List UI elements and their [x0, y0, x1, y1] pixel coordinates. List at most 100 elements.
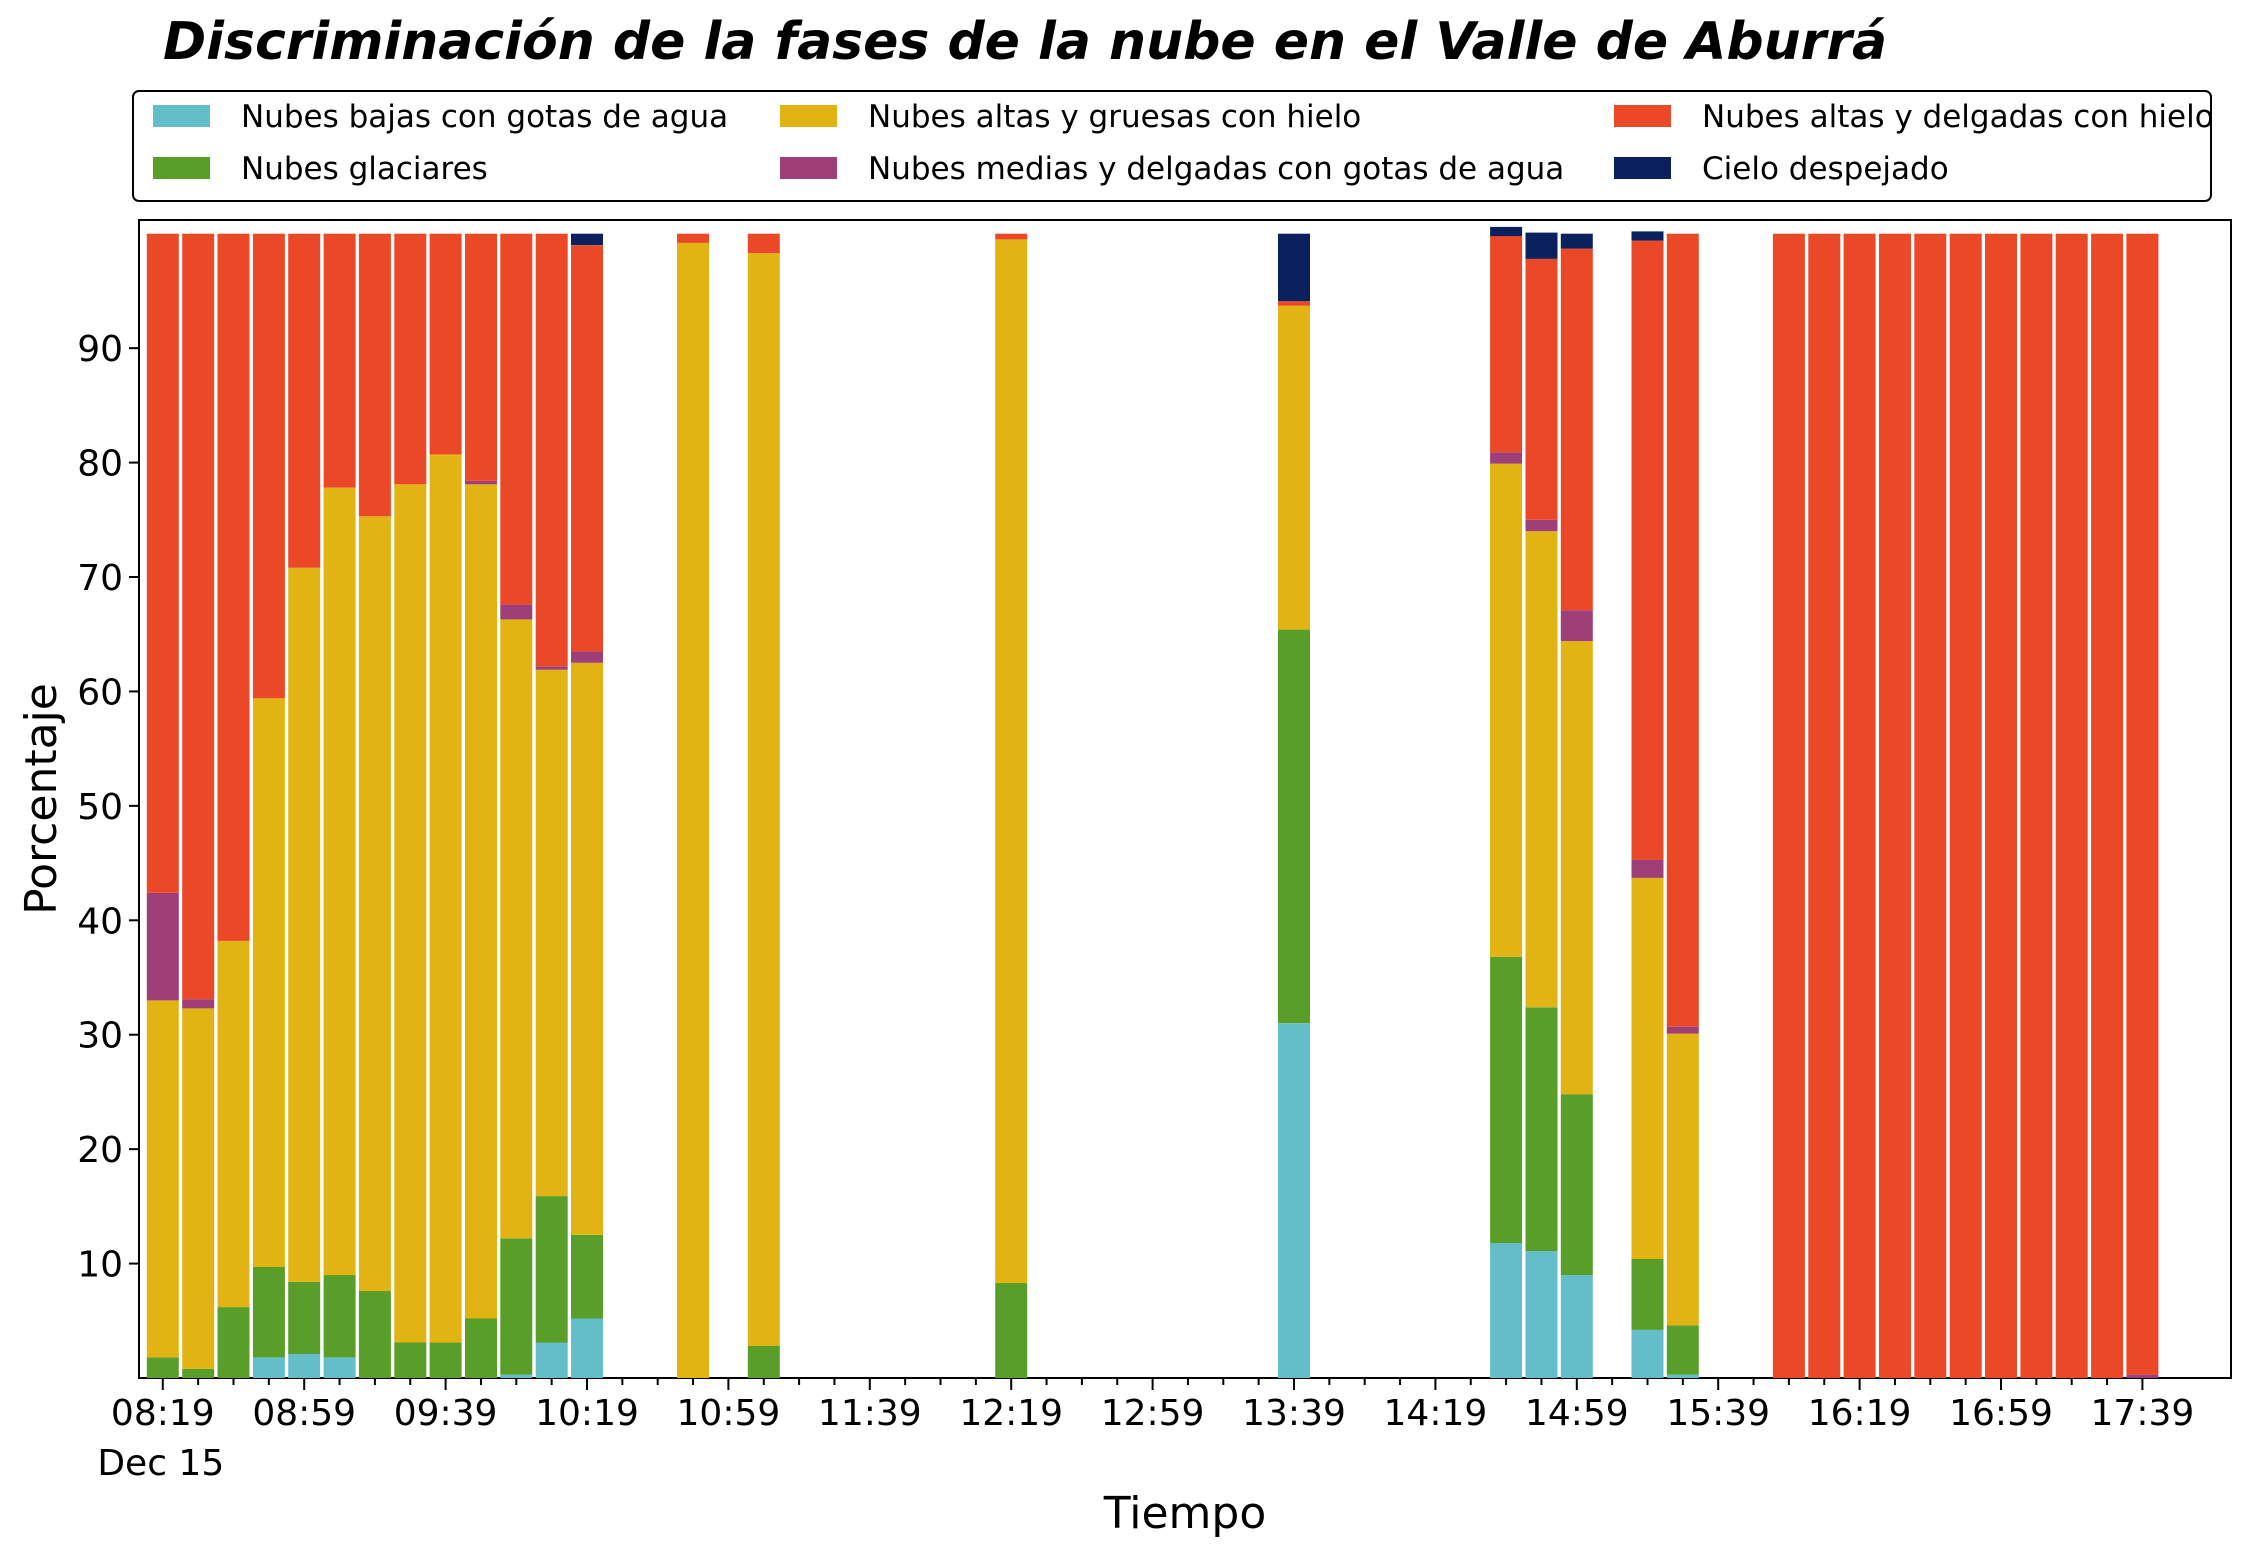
- bar-segment: [1914, 233, 1947, 1379]
- bar-segment: [2126, 233, 2159, 1375]
- bar-segment: [2020, 233, 2053, 1379]
- bar-segment: [2091, 233, 2124, 1379]
- bar-segment: [252, 1357, 285, 1378]
- bar-segment: [500, 1374, 533, 1378]
- x-tick-label: 12:19: [959, 1393, 1063, 1434]
- bar-segment: [182, 999, 215, 1009]
- x-tick-label: 08:59: [252, 1393, 356, 1434]
- bar-segment: [323, 233, 356, 488]
- bar-segment: [1631, 878, 1664, 1259]
- bar-segment: [358, 1291, 391, 1378]
- legend-swatch: [780, 157, 837, 179]
- bar-segment: [1490, 956, 1523, 1243]
- bar-segment: [1666, 1033, 1699, 1326]
- legend-label: Nubes altas y delgadas con hielo: [1702, 99, 2214, 135]
- bar-segment: [1490, 236, 1523, 453]
- bar-segment: [288, 233, 321, 568]
- legend-label: Cielo despejado: [1702, 151, 1949, 187]
- bar-segment: [995, 233, 1028, 240]
- bar-segment: [1631, 859, 1664, 878]
- bar-segment: [465, 233, 497, 481]
- x-tick-label: 10:59: [677, 1393, 781, 1434]
- bar-segment: [1525, 1251, 1558, 1378]
- bar-segment: [1808, 233, 1841, 1379]
- bar-segment: [2126, 1374, 2159, 1378]
- bar-segment: [571, 1318, 603, 1378]
- bar-segment: [1843, 233, 1876, 1379]
- bar-segment: [146, 233, 179, 893]
- bar-segment: [1560, 641, 1593, 1095]
- legend-label: Nubes glaciares: [241, 151, 488, 187]
- bar-segment: [535, 669, 568, 1197]
- chart-title: Discriminación de la fases de la nube en…: [163, 12, 1887, 72]
- x-tick-label: 14:59: [1525, 1393, 1629, 1434]
- bar-segment: [429, 233, 462, 455]
- bar-segment: [747, 233, 780, 254]
- bar-segment: [747, 253, 780, 1347]
- bar-segment: [288, 1281, 321, 1354]
- y-tick-label: 60: [77, 672, 123, 713]
- bar-segment: [358, 233, 391, 517]
- bar-segment: [1490, 452, 1523, 464]
- bar-segment: [1490, 226, 1523, 237]
- bar-segment: [677, 233, 709, 243]
- x-tick-label: 15:39: [1666, 1393, 1770, 1434]
- bar-segment: [252, 698, 285, 1267]
- bar-segment: [1985, 233, 2017, 1379]
- bar-segment: [995, 1283, 1028, 1378]
- bar-segment: [429, 454, 462, 1343]
- bar-segment: [465, 480, 497, 485]
- bar-segment: [182, 1008, 215, 1369]
- bar-segment: [500, 619, 533, 1239]
- bar-segment: [146, 1000, 179, 1358]
- bar-segment: [358, 516, 391, 1292]
- bar-segment: [1560, 233, 1593, 249]
- bar-segment: [1879, 233, 1911, 1379]
- bar-segment: [535, 1342, 568, 1378]
- bar-segment: [535, 1196, 568, 1343]
- bar-segment: [465, 1318, 497, 1378]
- bar-segment: [535, 233, 568, 667]
- bar-segment: [2055, 233, 2088, 1379]
- y-axis: 10 20 30 40 50 60 70 80 90: [77, 329, 139, 1286]
- bar-segment: [571, 651, 603, 663]
- y-tick-label: 10: [77, 1245, 123, 1286]
- bars-layer: [146, 226, 2159, 1379]
- legend-swatch: [153, 157, 210, 179]
- x-tick-label: 17:39: [2091, 1393, 2195, 1434]
- bar-segment: [465, 484, 497, 1319]
- legend-label: Nubes bajas con gotas de agua: [241, 99, 728, 135]
- bar-segment: [1525, 232, 1558, 259]
- y-tick-label: 30: [77, 1016, 123, 1057]
- bar-segment: [1278, 301, 1310, 306]
- bar-segment: [1525, 258, 1558, 520]
- bar-segment: [217, 233, 250, 941]
- legend-swatch: [153, 105, 210, 127]
- bar-segment: [1666, 233, 1699, 1027]
- bar-segment: [1525, 519, 1558, 532]
- bar-segment: [1278, 629, 1310, 1024]
- legend-swatch: [780, 105, 837, 127]
- bar-segment: [1666, 1374, 1699, 1378]
- bar-segment: [146, 892, 179, 1001]
- x-tick-label: 09:39: [394, 1393, 498, 1434]
- bar-segment: [288, 1354, 321, 1378]
- bar-segment: [1631, 1329, 1664, 1378]
- x-tick-label: 14:19: [1384, 1393, 1488, 1434]
- bar-segment: [995, 239, 1028, 1284]
- bar-segment: [429, 1342, 462, 1378]
- x-tick-label: 12:59: [1101, 1393, 1205, 1434]
- bar-segment: [1560, 610, 1593, 642]
- bar-segment: [1666, 1325, 1699, 1375]
- x-tick-label: 16:59: [1949, 1393, 2053, 1434]
- bar-segment: [571, 233, 603, 246]
- legend-swatch: [1614, 105, 1671, 127]
- x-axis: 08:19 08:59 09:39 10:19 10:59 11:39 12:19 12:59…: [97, 1378, 2194, 1484]
- bar-segment: [571, 245, 603, 652]
- bar-segment: [1666, 1026, 1699, 1034]
- bar-segment: [323, 487, 356, 1276]
- y-tick-label: 90: [77, 329, 123, 370]
- plot-area: [138, 219, 2232, 1379]
- bar-segment: [500, 604, 533, 620]
